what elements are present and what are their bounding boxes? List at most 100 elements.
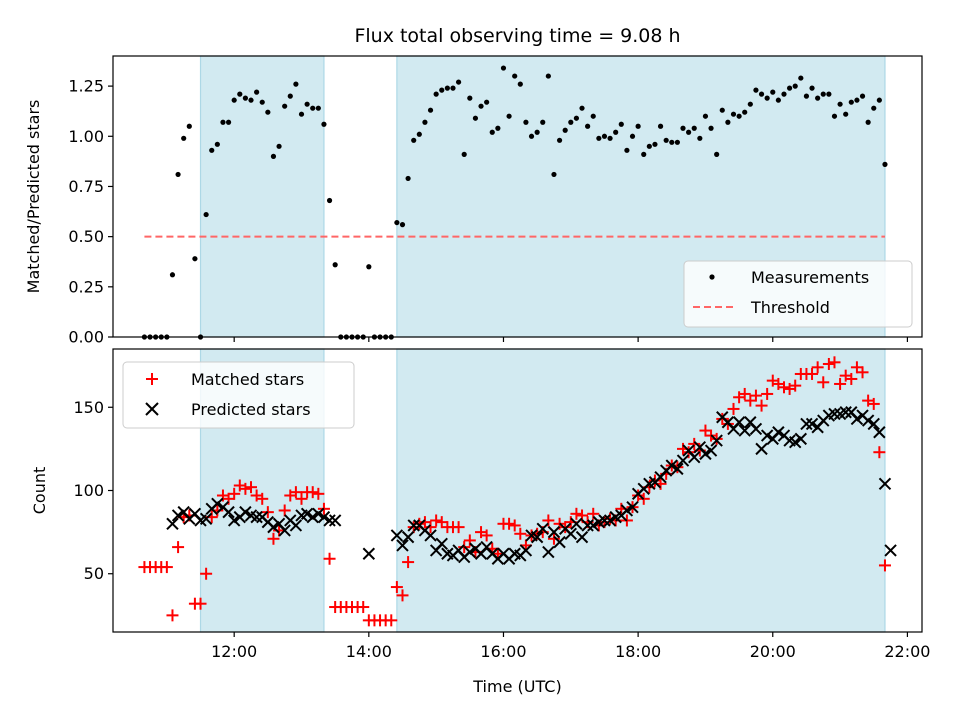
predicted-stars-point: [166, 517, 179, 531]
bottom-ytick-label: 150: [73, 398, 104, 417]
predicted-stars-point: [878, 477, 892, 491]
matched-stars-point: [828, 356, 841, 369]
matched-stars-point: [789, 379, 802, 392]
measurement-point: [467, 95, 473, 101]
predicted-stars-point: [407, 519, 420, 532]
predicted-stars-point: [704, 444, 718, 457]
matched-stars-point: [402, 556, 415, 569]
predicted-stars-point: [424, 529, 437, 542]
measurement-point: [495, 125, 501, 131]
matched-stars-point: [194, 597, 207, 610]
measurement-point: [775, 97, 781, 103]
predicted-stars-point: [665, 459, 678, 472]
measurement-point: [876, 97, 882, 103]
predicted-stars-point: [755, 442, 768, 456]
xtick-label: 16:00: [480, 642, 526, 661]
measurement-point: [725, 119, 731, 125]
measurement-point: [517, 81, 523, 87]
measurement-point: [697, 135, 703, 141]
predicted-stars-point: [211, 497, 224, 511]
top-ytick-label: 0.25: [68, 277, 104, 296]
measurement-point: [815, 95, 821, 101]
xtick-label: 22:00: [884, 642, 930, 661]
predicted-stars-point: [749, 422, 763, 436]
matched-stars-point: [834, 377, 847, 390]
measurement-point: [523, 119, 529, 125]
measurement-point: [310, 105, 316, 111]
measurement-point: [478, 103, 484, 109]
top-ytick-label: 1.25: [68, 77, 104, 96]
matched-stars-point: [727, 402, 740, 415]
predicted-stars-point: [401, 530, 415, 544]
matched-stars-point: [424, 521, 437, 534]
predicted-stars-point: [542, 545, 555, 559]
predicted-stars-point: [581, 519, 594, 532]
measurement-point: [282, 103, 288, 109]
matched-stars-point: [508, 519, 521, 532]
measurement-point: [601, 133, 608, 139]
predicted-stars-point: [396, 539, 409, 552]
measurement-point: [500, 65, 507, 71]
measurement-point: [512, 73, 518, 79]
measurement-point: [186, 123, 192, 129]
measurement-point: [315, 105, 321, 111]
predicted-stars-point: [861, 414, 875, 427]
measurement-point: [686, 129, 692, 135]
matched-stars-point: [738, 387, 751, 400]
predicted-stars-point: [575, 530, 589, 544]
bottom-ytick-label: 100: [73, 481, 104, 500]
predicted-stars-point: [222, 505, 235, 519]
predicted-stars-point: [760, 429, 774, 442]
measurement-point: [786, 85, 793, 91]
x-axis-label: Time (UTC): [472, 677, 561, 696]
matched-stars-point: [278, 504, 291, 517]
measurement-point: [826, 91, 832, 97]
predicted-stars-point: [884, 544, 897, 557]
xtick-label: 12:00: [211, 642, 257, 661]
measurement-point: [607, 135, 613, 141]
predicted-stars-point: [772, 426, 785, 439]
matched-stars-point: [228, 487, 241, 500]
matched-stars-point: [856, 366, 869, 379]
top-legend: Measurements Threshold: [683, 260, 913, 328]
matched-stars-point: [200, 567, 213, 580]
measurement-point: [237, 91, 243, 97]
measurement-point: [265, 109, 271, 115]
measurement-point: [803, 93, 810, 99]
predicted-stars-point: [800, 417, 813, 431]
xtick-label: 20:00: [750, 642, 796, 661]
predicted-stars-point: [587, 519, 600, 532]
measurement-point: [472, 115, 479, 121]
matched-stars-point: [306, 486, 319, 499]
matched-stars-point: [514, 527, 527, 540]
measurement-point: [433, 91, 439, 97]
measurement-point: [484, 99, 490, 105]
predicted-stars-point: [312, 507, 325, 521]
measurement-point: [859, 93, 866, 99]
measurement-point: [220, 119, 226, 125]
measurement-point: [405, 175, 411, 182]
predicted-stars-point: [362, 547, 376, 560]
matched-stars-point: [267, 532, 280, 545]
measurement-point: [181, 135, 187, 141]
bottom-ytick-label: 50: [84, 564, 104, 583]
measurement-point: [854, 97, 860, 103]
matched-stars-point: [172, 541, 185, 554]
top-ytick-label: 0.50: [68, 227, 104, 246]
measurement-point: [764, 95, 770, 101]
measurement-point: [192, 256, 198, 262]
top-legend-box: [683, 260, 913, 328]
measurement-point: [590, 113, 596, 119]
predicted-stars-point: [828, 407, 841, 421]
matched-stars-point: [295, 492, 308, 505]
measurement-point: [231, 97, 237, 103]
measurement-point: [792, 83, 798, 89]
matched-stars-point: [845, 372, 858, 385]
measurement-point: [444, 85, 450, 91]
measurement-point: [809, 85, 815, 91]
predicted-stars-point: [570, 517, 583, 531]
measurement-point: [758, 91, 765, 97]
measurement-point: [399, 222, 406, 228]
predicted-stars-point: [626, 500, 639, 514]
